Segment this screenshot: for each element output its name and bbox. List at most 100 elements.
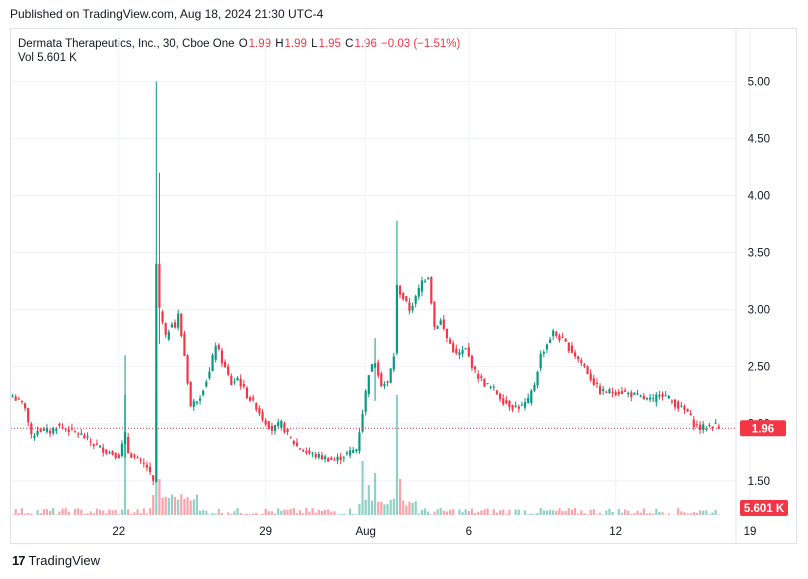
candle-body <box>530 390 533 404</box>
tradingview-logo-icon: 17 <box>12 553 26 568</box>
candle-body <box>455 348 458 354</box>
volume-bar <box>186 497 189 515</box>
candle-body <box>317 453 320 458</box>
volume-bar <box>636 510 639 515</box>
candle-body <box>464 348 467 350</box>
volume-bar <box>380 501 383 515</box>
volume-bar <box>58 511 61 515</box>
candle-body <box>398 286 402 295</box>
volume-bar <box>442 510 445 515</box>
volume-bar <box>623 509 627 515</box>
candles <box>11 81 720 486</box>
volume-bar <box>252 513 255 515</box>
volume-bar <box>358 503 361 515</box>
candle-body <box>202 390 205 396</box>
candle-body <box>86 436 89 438</box>
volume-bar <box>220 512 224 515</box>
volume-bar <box>320 510 324 515</box>
candle-body <box>533 384 536 391</box>
y-tick-label: 1.50 <box>748 476 770 488</box>
candle-body <box>386 381 389 383</box>
candle-body <box>305 451 308 453</box>
volume-bar <box>517 509 520 515</box>
volume-bar <box>555 510 558 515</box>
volume-bar <box>120 509 124 515</box>
volume-bar <box>23 513 27 515</box>
candle-body <box>223 361 227 368</box>
candle-body <box>605 391 608 393</box>
volume-bar <box>611 511 614 515</box>
volume-bar <box>655 508 658 515</box>
volume-bar <box>608 508 611 515</box>
volume-bar <box>302 513 305 515</box>
volume-bar <box>452 509 455 515</box>
x-tick-label: 12 <box>609 526 622 538</box>
candle-body <box>348 450 352 456</box>
chart-frame[interactable] <box>10 28 797 544</box>
volume-bar <box>627 510 630 515</box>
candle-body <box>595 382 599 384</box>
candle-body <box>505 400 508 404</box>
volume-bar <box>470 508 474 515</box>
volume-bar <box>573 507 577 515</box>
volume-bar <box>592 509 595 515</box>
candle-body <box>492 386 495 388</box>
volume-bar <box>292 508 295 515</box>
candle-body <box>548 339 552 343</box>
candle-body <box>405 296 408 302</box>
volume-bar <box>386 504 389 515</box>
volume-bar <box>39 513 42 515</box>
candle-body <box>283 423 286 433</box>
volume-bar <box>48 510 52 515</box>
candle-body <box>155 263 158 483</box>
candle-body <box>580 360 583 363</box>
volume-bar <box>686 513 689 515</box>
candle-body <box>308 450 311 454</box>
candle-body <box>152 475 155 481</box>
candle-body <box>702 424 705 431</box>
candle-body <box>517 406 520 409</box>
candle-body <box>261 411 264 420</box>
volume-bar <box>677 507 680 515</box>
volume-bar <box>77 508 80 515</box>
volume-bar <box>577 513 580 515</box>
candle-body <box>373 363 377 368</box>
volume-bar <box>180 494 183 515</box>
candle-body <box>564 338 567 342</box>
candle-body <box>658 395 661 397</box>
x-tick-label: Aug <box>355 526 375 538</box>
volume-bar <box>248 514 252 515</box>
candle-body <box>227 366 230 375</box>
legend-high-value: 1.99 <box>284 38 307 50</box>
candle-body <box>73 430 77 432</box>
volume-bar <box>648 512 652 515</box>
volume-bar <box>414 501 417 515</box>
volume-bar <box>705 510 708 515</box>
legend-symbol[interactable]: Dermata Therapeutics, Inc., 30, Cboe One <box>18 38 235 50</box>
volume-bar <box>558 508 561 515</box>
candle-body <box>502 398 505 405</box>
volume-bar <box>495 512 499 515</box>
volume-bar <box>308 511 311 515</box>
candle-body <box>167 331 170 340</box>
candle-body <box>177 313 180 328</box>
footer-brand[interactable]: 17 TradingView <box>12 553 100 568</box>
candle-body <box>439 320 442 325</box>
candle-body <box>170 324 174 328</box>
candle-body <box>623 390 627 392</box>
volume-value: 5.601 K <box>37 52 77 64</box>
candle-body <box>552 330 555 337</box>
volume-bar <box>183 498 186 515</box>
volume-bar <box>652 513 655 515</box>
candle-body <box>345 452 349 454</box>
candle-body <box>336 456 339 461</box>
volume-badge: 5.601 K <box>740 500 788 516</box>
volume-bar <box>114 509 117 515</box>
volume-bar <box>527 514 530 515</box>
volume-bar <box>617 509 620 515</box>
x-tick-label: 29 <box>259 526 272 538</box>
x-tick-label: 22 <box>112 526 125 538</box>
candle-body <box>664 395 667 397</box>
candle-body <box>542 352 545 354</box>
